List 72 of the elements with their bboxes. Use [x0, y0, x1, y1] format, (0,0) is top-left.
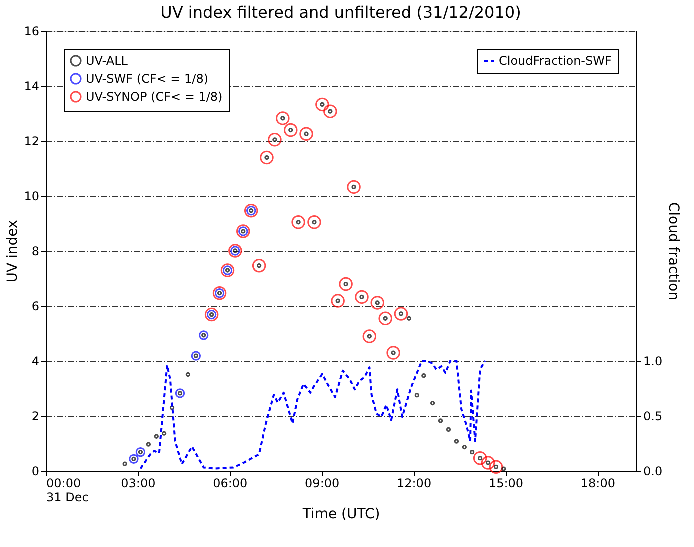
point	[198, 330, 209, 340]
y-tick-label: 6	[32, 300, 40, 314]
y2-axis-title: Cloud fraction	[666, 202, 682, 301]
point	[186, 372, 191, 378]
point	[394, 307, 408, 321]
x-tick-label: 12:00	[396, 476, 432, 490]
point	[430, 401, 436, 406]
legend-label: CloudFraction-SWF	[499, 54, 612, 68]
point	[347, 180, 361, 194]
y-tick-label: 10	[24, 190, 40, 204]
point	[212, 286, 227, 300]
chart-title: UV index filtered and unfiltered (31/12/2010)	[160, 3, 522, 22]
x-tick-label: 18:00	[580, 476, 616, 490]
y2-tick-label: 0.0	[644, 464, 663, 478]
point	[473, 451, 488, 466]
point	[136, 447, 146, 458]
point	[162, 431, 167, 436]
x-tick-label: 00:00 31 Dec	[46, 476, 89, 504]
y2-tick-label: 0.5	[644, 410, 663, 424]
point	[446, 427, 452, 432]
point	[276, 112, 290, 126]
point	[260, 150, 274, 165]
y-tick-label: 12	[24, 134, 40, 148]
point	[462, 445, 467, 450]
point	[316, 98, 330, 112]
x-tick-label: 03:00	[121, 476, 156, 490]
point	[129, 454, 139, 464]
point	[386, 346, 400, 360]
point	[331, 294, 345, 308]
line-series	[140, 360, 486, 470]
point	[422, 374, 426, 378]
point	[284, 123, 298, 138]
legend-label: UV-ALL	[86, 54, 128, 68]
y-tick-label: 8	[32, 244, 40, 258]
point	[454, 439, 460, 444]
point	[122, 462, 128, 466]
y-tick-label: 2	[32, 410, 40, 424]
point	[470, 450, 475, 455]
y-tick-label: 14	[24, 80, 40, 94]
point	[252, 258, 266, 273]
y-tick-label: 16	[24, 24, 40, 38]
point	[268, 133, 282, 147]
y-tick-label: 0	[32, 464, 40, 478]
point	[362, 330, 377, 344]
point	[300, 127, 314, 141]
point	[191, 351, 202, 361]
point	[175, 388, 186, 398]
point	[406, 316, 412, 321]
x-tick-label: 06:00	[213, 476, 248, 490]
point	[355, 290, 369, 304]
point	[146, 442, 152, 447]
point	[489, 460, 504, 474]
point	[370, 296, 384, 310]
legend-label: UV-SYNOP (CF< = 1/8)	[86, 90, 223, 104]
y2-tick-label: 1.0	[644, 354, 663, 368]
x-axis-title: Time (UTC)	[302, 506, 380, 522]
point	[308, 216, 322, 230]
point	[154, 434, 159, 439]
point	[414, 393, 420, 398]
x-tick-label: 15:00	[488, 476, 524, 490]
point	[481, 456, 496, 470]
point	[170, 406, 175, 410]
point	[324, 104, 338, 118]
x-tick-label: 09:00	[305, 476, 340, 490]
point	[438, 418, 444, 424]
point	[378, 312, 392, 326]
point	[339, 277, 353, 292]
legend-label: UV-SWF (CF< = 1/8)	[86, 72, 209, 86]
point	[244, 204, 258, 218]
y-axis-title: UV index	[5, 220, 22, 283]
point	[292, 216, 306, 230]
y-tick-label: 4	[32, 354, 40, 368]
